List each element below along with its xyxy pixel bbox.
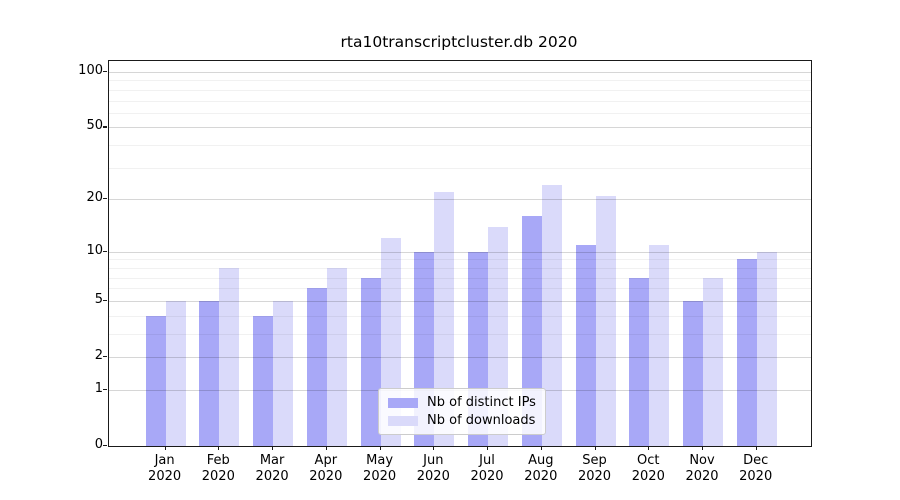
x-tick-mark	[272, 446, 274, 450]
x-tick-label: Jul 2020	[470, 453, 504, 484]
plot-area	[108, 60, 812, 447]
bar-downloads-dec	[756, 251, 777, 446]
bar-distinct-ips-sep	[575, 244, 596, 446]
legend-swatch-downloads	[388, 415, 418, 426]
gridline-minor	[109, 80, 811, 82]
bar-downloads-nov	[703, 277, 723, 446]
y-tick-mark	[103, 356, 107, 358]
y-tick-label: 0	[94, 437, 103, 452]
bar-distinct-ips-jan	[145, 315, 166, 446]
x-tick-mark	[218, 446, 220, 450]
bar-downloads-sep	[595, 195, 616, 446]
x-tick-mark	[648, 446, 650, 450]
gridline-minor	[109, 145, 811, 147]
gridline-minor	[109, 167, 811, 169]
x-tick-mark	[164, 446, 166, 450]
bar-downloads-oct	[649, 244, 670, 446]
x-tick-label: Nov 2020	[685, 453, 719, 484]
gridline-minor	[109, 267, 811, 269]
x-tick-mark	[702, 446, 704, 450]
legend-swatch-distinct-ips	[388, 397, 418, 408]
y-tick-mark	[103, 71, 107, 73]
x-tick-mark	[487, 446, 489, 450]
x-tick-label: Dec 2020	[739, 453, 773, 484]
bar-distinct-ips-nov	[683, 300, 703, 446]
gridline-minor	[109, 112, 811, 114]
bar-distinct-ips-feb	[199, 300, 220, 446]
x-tick-mark	[540, 446, 542, 450]
x-tick-label: Oct 2020	[631, 453, 665, 484]
y-tick-mark	[103, 250, 107, 252]
gridline-minor	[109, 277, 811, 279]
y-tick-mark	[103, 126, 107, 128]
x-tick-label: Feb 2020	[201, 453, 235, 484]
y-tick-label: 5	[94, 291, 103, 307]
x-tick-label: May 2020	[363, 453, 397, 484]
x-tick-label: Apr 2020	[309, 453, 343, 484]
x-tick-label: Sep 2020	[577, 453, 612, 484]
bar-distinct-ips-dec	[736, 259, 757, 446]
gridline-minor	[109, 89, 811, 91]
y-tick-mark	[103, 198, 107, 200]
y-tick-mark	[103, 445, 107, 447]
bar-downloads-mar	[273, 300, 294, 446]
y-tick-label: 100	[78, 63, 103, 78]
y-tick-label: 20	[86, 190, 103, 206]
bar-distinct-ips-oct	[629, 277, 650, 446]
gridline-major	[109, 199, 811, 201]
x-tick-mark	[755, 446, 757, 450]
x-tick-label: Jun 2020	[416, 453, 450, 484]
y-tick-mark	[103, 299, 107, 301]
x-tick-mark	[325, 446, 327, 450]
gridline-major	[109, 300, 811, 302]
gridline-major	[109, 357, 811, 358]
chart-title: rta10transcriptcluster.db 2020	[340, 33, 578, 51]
x-tick-mark	[379, 446, 381, 450]
y-tick-label: 1	[94, 380, 103, 396]
x-tick-label: Jan 2020	[148, 453, 182, 484]
bar-downloads-apr	[326, 267, 347, 446]
gridline-major	[109, 72, 811, 73]
bar-distinct-ips-mar	[253, 315, 274, 446]
y-tick-label: 50	[86, 118, 103, 134]
gridline-minor	[109, 315, 811, 317]
bar-downloads-jan	[165, 300, 186, 446]
bar-distinct-ips-may	[360, 277, 381, 446]
legend: Nb of distinct IPs Nb of downloads	[378, 388, 546, 435]
x-tick-label: Mar 2020	[255, 453, 289, 484]
legend-label-distinct-ips: Nb of distinct IPs	[427, 395, 536, 410]
gridline-minor	[109, 333, 811, 335]
bar-downloads-jun	[434, 191, 455, 446]
bar-distinct-ips-apr	[306, 288, 327, 446]
legend-item-downloads: Nb of downloads	[379, 413, 545, 428]
gridline-minor	[109, 100, 811, 102]
legend-label-downloads: Nb of downloads	[427, 413, 536, 428]
x-tick-mark	[433, 446, 435, 450]
x-tick-label: Aug 2020	[524, 453, 558, 484]
bar-downloads-feb	[219, 267, 240, 446]
gridline-major	[109, 251, 811, 253]
x-tick-mark	[594, 446, 596, 450]
y-tick-label: 10	[86, 242, 103, 258]
gridline-minor	[109, 288, 811, 290]
y-tick-label: 2	[94, 348, 103, 363]
legend-item-distinct-ips: Nb of distinct IPs	[379, 395, 545, 410]
gridline-major	[109, 127, 811, 129]
gridline-minor	[109, 259, 811, 261]
y-tick-mark	[103, 388, 107, 390]
bar-downloads-aug	[541, 185, 562, 446]
